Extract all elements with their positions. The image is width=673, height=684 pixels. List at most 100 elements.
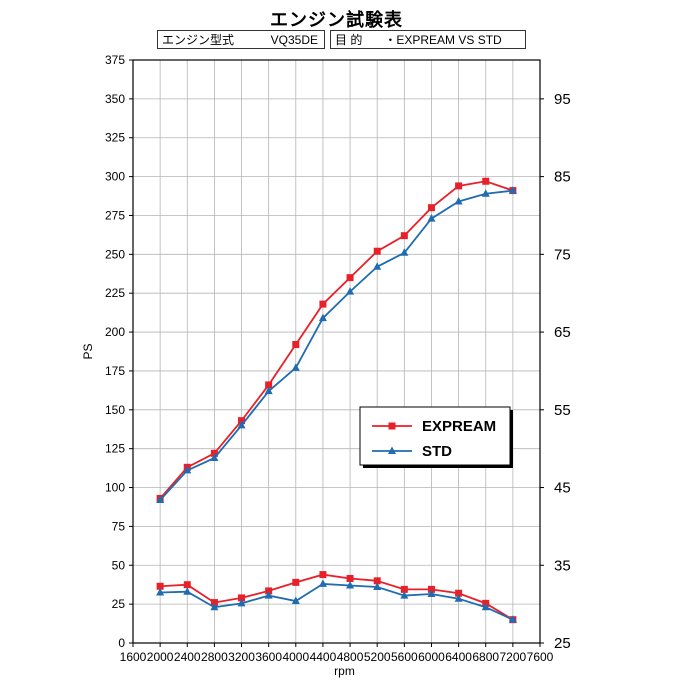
y2-tick-label: 45: [554, 480, 571, 497]
y-tick-label: 350: [105, 92, 125, 106]
std-power-point: [318, 313, 327, 322]
x-tick-label: 5600: [391, 650, 418, 664]
plot-frame: [132, 59, 541, 644]
std-torque-point: [210, 602, 219, 611]
std-power-point: [427, 214, 436, 222]
expream-torque-point: [238, 594, 246, 602]
x-tick-label: 7600: [527, 650, 554, 664]
expream-torque-point: [292, 578, 300, 586]
expream-torque-point: [265, 587, 273, 595]
x-tick-label: 1600: [120, 650, 147, 664]
purpose-value: ・EXPREAM VS STD: [384, 33, 502, 47]
y2-tick-label: 25: [554, 635, 571, 652]
y-tick-label: 250: [105, 247, 125, 261]
std-torque-point: [373, 582, 382, 591]
y2-tick-label: 85: [554, 169, 571, 186]
std-torque-point: [156, 587, 165, 596]
y2-tick-label: 65: [554, 324, 571, 341]
legend-expream-label: EXPREAM: [422, 418, 496, 435]
expream-torque-line: [160, 573, 514, 621]
std-power-point: [264, 386, 273, 395]
std-power-point: [291, 363, 300, 371]
std-power-point: [454, 196, 463, 205]
grid: [133, 60, 540, 643]
y-axis-label: PS: [81, 343, 95, 359]
std-torque-point: [508, 615, 517, 623]
y2-tick-label: 35: [554, 557, 571, 574]
x-axis-label: rpm: [334, 664, 355, 678]
std-torque-point: [264, 591, 273, 599]
std-power-point: [508, 186, 517, 194]
y-tick-label: 125: [105, 442, 125, 456]
engine-model-label: エンジン型式: [162, 33, 235, 47]
x-tick-label: 2800: [201, 650, 228, 664]
series: [156, 177, 517, 624]
expream-power-point: [427, 204, 435, 212]
expream-power-point: [210, 449, 218, 457]
y-tick-label: 25: [112, 597, 126, 611]
std-torque-point: [183, 587, 192, 595]
y-tick-label: 75: [112, 519, 126, 533]
y-tick-label: 150: [105, 403, 125, 417]
expream-power-line: [159, 180, 514, 500]
y-tick-label: 375: [105, 53, 125, 67]
x-tick-label: 2000: [147, 650, 174, 664]
std-power-point: [400, 248, 409, 256]
y-tick-label: 200: [105, 325, 125, 339]
expream-power-point: [373, 247, 381, 255]
y-tick-label: 100: [105, 481, 125, 495]
legend-std-label: STD: [422, 443, 452, 460]
std-power-point: [156, 495, 165, 503]
expream-torque-point: [183, 581, 191, 589]
y2-tick-label: 95: [554, 91, 571, 108]
y-tick-label: 325: [105, 131, 125, 145]
y-tick-label: 300: [105, 170, 125, 184]
std-torque-point: [237, 598, 246, 607]
expream-power-point: [238, 417, 246, 425]
x-tick-label: 3600: [255, 650, 282, 664]
legend: EXPREAM STD: [359, 406, 513, 468]
std-torque-point: [291, 596, 300, 605]
std-torque-point: [400, 591, 409, 599]
x-tick-label: 6000: [418, 650, 445, 664]
expream-torque-point: [400, 585, 408, 593]
x-tick-label: 6800: [472, 650, 499, 664]
y-tick-label: 50: [112, 558, 126, 572]
legend-std-marker: [388, 446, 396, 454]
y2-tick-label: 75: [554, 246, 571, 263]
x-tick-label: 3200: [228, 650, 255, 664]
x-tick-label: 4000: [282, 650, 309, 664]
std-torque-line: [160, 583, 514, 621]
expream-torque-point: [373, 577, 381, 585]
expream-power-point: [400, 232, 408, 240]
std-torque-point: [454, 594, 463, 602]
expream-power-point: [455, 182, 463, 190]
expream-power-point: [346, 274, 354, 282]
axis-ticks: 1600 2000 2400 2800 3200 3600 4000 4400 4800 5200…: [105, 53, 571, 664]
expream-torque-point: [346, 574, 354, 582]
expream-torque-point: [156, 582, 164, 590]
y2-tick-label: 55: [554, 402, 571, 419]
engine-model-box: エンジン型式 VQ35DE: [157, 30, 325, 49]
y-tick-label: 225: [105, 286, 125, 300]
std-power-point: [373, 262, 382, 270]
purpose-box: 目 的 ・EXPREAM VS STD: [330, 30, 526, 49]
x-tick-label: 4800: [337, 650, 364, 664]
expream-torque-point: [455, 589, 463, 597]
expream-torque-point: [210, 599, 218, 607]
y-tick-label: 175: [105, 364, 125, 378]
x-tick-label: 4400: [310, 650, 337, 664]
x-tick-label: 6400: [445, 650, 472, 664]
engine-model-value: VQ35DE: [270, 32, 318, 47]
std-power-point: [183, 465, 192, 474]
legend-expream-marker: [388, 422, 396, 430]
std-torque-point: [346, 580, 355, 589]
std-power-point: [210, 453, 219, 461]
std-power-point: [481, 189, 490, 197]
chart-title: エンジン試験表: [270, 10, 403, 30]
x-tick-label: 2400: [174, 650, 201, 664]
y-tick-label: 275: [105, 208, 125, 222]
expream-power-point: [265, 381, 273, 389]
std-power-line: [159, 189, 513, 501]
